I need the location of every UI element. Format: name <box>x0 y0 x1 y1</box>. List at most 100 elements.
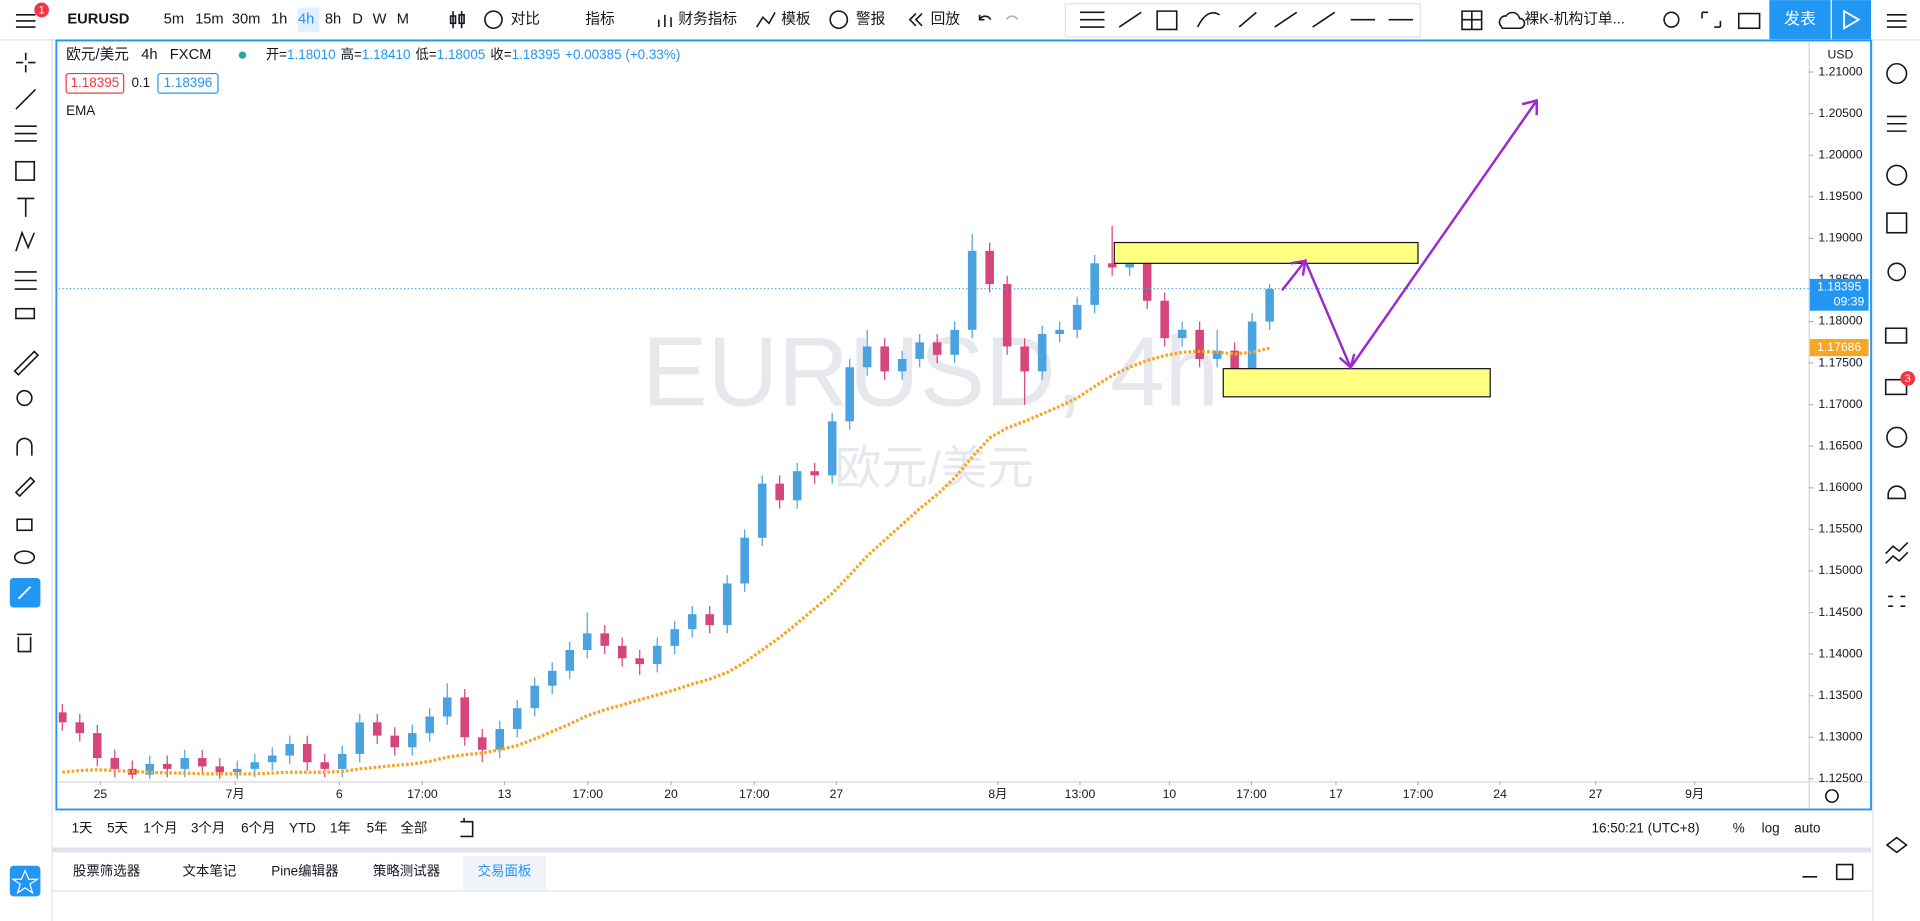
lock-tool[interactable] <box>16 518 33 532</box>
chat-icon[interactable] <box>1884 327 1908 344</box>
layout-name[interactable]: 裸K-机构订单... <box>1524 11 1624 28</box>
panel-tab[interactable]: 股票筛选器 <box>73 863 141 878</box>
data-window-icon[interactable] <box>1886 115 1907 132</box>
interval-button[interactable]: M <box>397 12 409 28</box>
lock-draw-tool[interactable] <box>14 476 36 498</box>
log-toggle[interactable]: log <box>1762 821 1780 836</box>
shape-tool[interactable] <box>15 160 36 181</box>
buy-box[interactable] <box>157 72 219 94</box>
interval-button[interactable]: 15m <box>195 12 224 28</box>
alerts-icon[interactable] <box>1886 62 1908 85</box>
indicators-button[interactable]: 指标 <box>585 11 615 28</box>
range-button[interactable]: 1天 <box>72 821 93 836</box>
interval-button[interactable]: 4h <box>298 12 314 28</box>
candle-body <box>897 358 907 372</box>
cloud-icon[interactable] <box>1498 11 1526 30</box>
ema-last-label: 1.17686 <box>1817 340 1861 354</box>
drawing-icons[interactable] <box>1118 10 1414 31</box>
alert-button[interactable]: 警报 <box>856 11 886 28</box>
goto-icon[interactable] <box>460 818 474 838</box>
range-button[interactable]: YTD <box>289 821 316 836</box>
panel-controls[interactable] <box>1802 863 1854 881</box>
snapshot-icon[interactable] <box>1737 12 1761 30</box>
panel-tab[interactable]: 交易面板 <box>478 862 532 878</box>
notifications-icon[interactable] <box>1887 485 1907 500</box>
zoom-tool[interactable] <box>16 389 33 407</box>
text-tool[interactable] <box>17 197 35 217</box>
publish-label[interactable]: 发表 <box>1784 10 1816 28</box>
range-button[interactable]: 1个月 <box>143 821 177 836</box>
ohlc-label: 收= <box>490 47 511 62</box>
menu-icon[interactable] <box>15 13 36 28</box>
magnet-tool[interactable] <box>16 437 33 456</box>
x-tick-label: 10 <box>1163 787 1177 801</box>
interval-button[interactable]: 30m <box>232 12 261 28</box>
trendline-tool[interactable] <box>15 88 37 110</box>
panel-tab[interactable]: Pine编辑器 <box>271 863 339 878</box>
financials-button[interactable]: 财务指标 <box>678 11 737 28</box>
screener-icon[interactable] <box>1885 541 1909 564</box>
panel-tab[interactable]: 文本笔记 <box>182 863 236 878</box>
auto-toggle[interactable]: auto <box>1794 821 1820 836</box>
templates-icon[interactable] <box>756 11 776 28</box>
crosshair-tool[interactable] <box>15 52 36 73</box>
chat-badge: 3 <box>1905 373 1911 385</box>
interval-button[interactable]: 8h <box>325 12 341 28</box>
compare-icon[interactable] <box>484 10 503 30</box>
hotlist-icon[interactable] <box>1886 164 1908 186</box>
range-button[interactable]: 全部 <box>400 820 427 836</box>
watchlist-icon[interactable] <box>1886 13 1907 28</box>
sell-box[interactable] <box>65 72 125 94</box>
fullscreen-icon[interactable] <box>1701 11 1722 28</box>
axis-settings-icon[interactable] <box>1825 789 1839 803</box>
symbol-search[interactable]: EURUSD <box>67 12 129 28</box>
range-button[interactable]: 6个月 <box>241 821 275 836</box>
menu-badge: 1 <box>39 4 45 16</box>
fib-tool[interactable] <box>14 125 37 142</box>
interval-button[interactable]: W <box>373 12 387 28</box>
chart-type-icon[interactable] <box>449 11 465 29</box>
replay-icon[interactable] <box>908 12 923 27</box>
favorites-button[interactable] <box>9 865 41 897</box>
settings-icon[interactable] <box>1663 11 1680 28</box>
fullscreen-play-button[interactable] <box>1831 0 1872 40</box>
candle-body <box>425 716 435 734</box>
sell-price[interactable]: 1.18395 <box>71 75 120 90</box>
range-button[interactable]: 5天 <box>107 821 128 836</box>
alert-icon[interactable] <box>829 10 849 30</box>
range-button[interactable]: 1年 <box>330 821 351 836</box>
pattern-tool[interactable] <box>15 230 36 252</box>
interval-button[interactable]: D <box>352 12 363 28</box>
compare-button[interactable]: 对比 <box>511 11 540 28</box>
chats-icon[interactable] <box>1884 378 1908 396</box>
layers-icon[interactable] <box>1885 836 1908 854</box>
financials-icon[interactable] <box>657 14 672 28</box>
panel-tab[interactable]: 策略测试器 <box>373 862 441 878</box>
more-icon[interactable] <box>1888 595 1906 608</box>
replay-button[interactable]: 回放 <box>931 11 961 28</box>
publish-button[interactable] <box>1769 0 1831 40</box>
percent-toggle[interactable]: % <box>1733 821 1745 836</box>
templates-button[interactable]: 模板 <box>781 10 811 28</box>
interval-button[interactable]: 5m <box>164 12 184 28</box>
layout-icons[interactable] <box>1080 10 1483 31</box>
icon-tool[interactable] <box>15 307 36 320</box>
undo-icon[interactable] <box>978 14 992 21</box>
projection-arrow[interactable] <box>1281 99 1538 370</box>
candle-body <box>250 762 260 769</box>
visibility-tool[interactable] <box>13 550 36 565</box>
interval-button[interactable]: 1h <box>271 12 287 28</box>
measure-tool[interactable] <box>13 350 40 376</box>
resistance-zone[interactable] <box>1113 241 1419 264</box>
buy-price[interactable]: 1.18396 <box>164 75 213 90</box>
range-button[interactable]: 5年 <box>367 821 388 836</box>
legend-part: FXCM <box>170 47 212 63</box>
prediction-tool[interactable] <box>14 271 37 290</box>
toolbar-icons <box>449 10 1854 881</box>
support-zone[interactable] <box>1222 368 1491 398</box>
calendar-icon[interactable] <box>1886 212 1908 234</box>
streams-icon[interactable] <box>1886 426 1908 448</box>
trash-tool[interactable] <box>17 633 32 653</box>
range-button[interactable]: 3个月 <box>191 821 225 836</box>
ideas-icon[interactable] <box>1887 262 1907 282</box>
